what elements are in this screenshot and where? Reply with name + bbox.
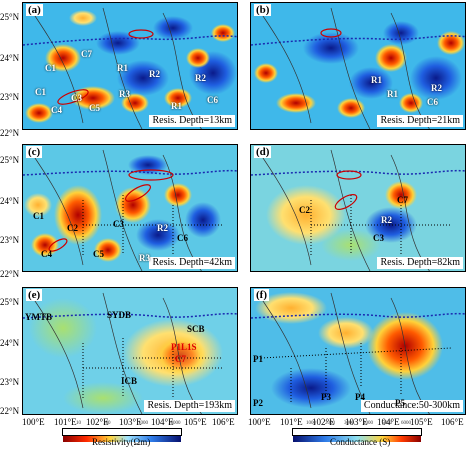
map-label: SCB: [187, 324, 205, 334]
lon-tick: 104°E: [377, 417, 400, 427]
map-label: C4: [51, 105, 62, 115]
map-label: C1: [33, 211, 44, 221]
panel-label: (d): [254, 146, 272, 158]
map-label: P1: [253, 354, 263, 364]
map-label: ICB: [121, 376, 138, 386]
map-label: R1: [117, 63, 128, 73]
lat-tick: 24°N: [0, 53, 20, 63]
lon-tick: 101°E: [54, 417, 77, 427]
lat-tick: 25°N: [0, 12, 20, 22]
map-label: C4: [41, 249, 52, 259]
panel-label: (c): [26, 146, 43, 158]
panel-caption: Resis. Depth=193km: [144, 400, 235, 412]
map-label: R2: [157, 223, 168, 233]
map-label: C3: [373, 233, 384, 243]
map-label: R2: [381, 215, 392, 225]
colorbar-tick: 1000: [138, 421, 148, 426]
map-label: C5: [93, 249, 104, 259]
map-label: R1: [371, 75, 382, 85]
map-label: P4: [355, 392, 365, 402]
lat-tick: 23°N: [0, 235, 20, 245]
panel-label: (b): [254, 4, 272, 16]
panel-caption: Conductance:50-300km: [360, 400, 463, 412]
map-label: P5: [395, 398, 405, 408]
lat-tick: 24°N: [0, 196, 20, 206]
panel-caption: Resis. Depth=13km: [149, 115, 235, 127]
colorbar-tick: 6000: [401, 421, 411, 426]
colorbar-resistivity: [62, 428, 182, 442]
map-label: YMTB: [25, 312, 52, 322]
map-label: C3: [71, 93, 82, 103]
map-label: C2: [67, 223, 78, 233]
map-label: P3: [321, 392, 331, 402]
panel-a: (a) Resis. Depth=13km C7 C1 R1 R2 C3 R3 …: [22, 2, 238, 130]
lon-tick: 103°E: [345, 417, 368, 427]
map-label: C5: [89, 103, 100, 113]
panel-caption: Resis. Depth=42km: [149, 257, 235, 269]
colorbar-tick: 4000: [363, 421, 373, 426]
lon-tick: 105°E: [410, 417, 433, 427]
map-label: C2: [299, 205, 310, 215]
colorbar-title: Conductance (S): [330, 437, 391, 447]
panel-caption: Resis. Depth=21km: [377, 115, 463, 127]
lat-tick: 23°N: [0, 377, 20, 387]
map-label: R2: [195, 73, 206, 83]
panel-label: (a): [26, 4, 43, 16]
map-label: C6: [207, 95, 218, 105]
map-label: C3: [113, 219, 124, 229]
lon-tick: 103°E: [119, 417, 142, 427]
colorbar-tick: 10000: [168, 421, 181, 426]
map-label: P2: [253, 398, 263, 408]
colorbar-tick: 5000: [382, 421, 392, 426]
panel-e: (e) Resis. Depth=193km YMTB SYDB SCB P1L…: [22, 287, 238, 415]
map-label: P1L1S: [171, 342, 197, 352]
lat-tick: 22°N: [0, 128, 20, 138]
lon-tick: 102°E: [312, 417, 335, 427]
map-label: R1: [171, 101, 182, 111]
map-label: R2: [431, 83, 442, 93]
map-label: C1: [35, 87, 46, 97]
panel-b: (b) Resis. Depth=21km R1 R2 R1 C6: [250, 2, 466, 130]
map-label: C6: [427, 97, 438, 107]
lon-tick: 101°E: [280, 417, 303, 427]
lat-tick: 22°N: [0, 269, 20, 279]
map-label: C6: [177, 233, 188, 243]
lon-tick: 104°E: [151, 417, 174, 427]
map-label: C7: [397, 195, 408, 205]
colorbar-tick: 2000: [325, 421, 335, 426]
panel-c: (c) Resis. Depth=42km C1 C2 C4 C5 C3 R3 …: [22, 144, 238, 272]
lon-tick: 102°E: [86, 417, 109, 427]
colorbar-tick: 1000: [306, 421, 316, 426]
lat-tick: 22°N: [0, 406, 20, 416]
panel-f: (f) Conductance:50-300km P1 P2 P3 P4 P5: [250, 287, 466, 415]
colorbar-title: Resistivity(Ωm): [92, 437, 151, 447]
lat-tick: 25°N: [0, 155, 20, 165]
lat-tick: 25°N: [0, 297, 20, 307]
map-label: R3: [119, 89, 130, 99]
panel-label: (f): [254, 289, 269, 301]
map-label: C7: [175, 354, 186, 364]
map-label: SYDB: [107, 310, 132, 320]
panel-caption: Resis. Depth=82km: [377, 257, 463, 269]
panel-d: (d) Resis. Depth=82km C2 C7 R2 C3: [250, 144, 466, 272]
lon-tick: 106°E: [212, 417, 235, 427]
lat-tick: 23°N: [0, 92, 20, 102]
panel-label: (e): [26, 289, 43, 301]
lon-tick: 100°E: [22, 417, 45, 427]
lon-tick: 100°E: [248, 417, 271, 427]
lat-tick: 24°N: [0, 338, 20, 348]
lon-tick: 106°E: [441, 417, 464, 427]
map-label: R2: [149, 69, 160, 79]
colorbar-tick: 3000: [344, 421, 354, 426]
map-label: C7: [81, 49, 92, 59]
lon-tick: 105°E: [184, 417, 207, 427]
map-label: R3: [139, 253, 150, 263]
map-label: R1: [387, 89, 398, 99]
map-label: C1: [45, 63, 56, 73]
colorbar-conductance: [292, 428, 422, 442]
colorbar-tick: 100: [103, 421, 111, 426]
colorbar-tick: 10: [76, 421, 81, 426]
